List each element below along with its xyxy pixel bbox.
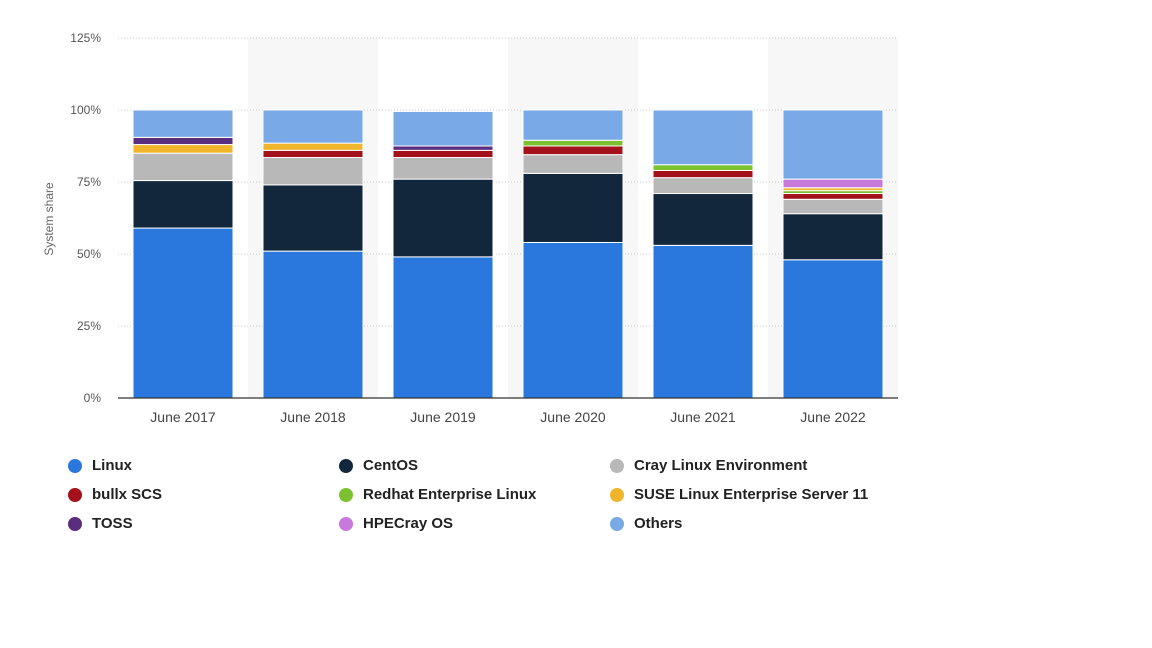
bar-segment: [132, 152, 234, 182]
x-tick-label: June 2022: [800, 409, 866, 425]
legend-item[interactable]: SUSE Linux Enterprise Server 11: [610, 485, 908, 504]
bar-segment: [132, 136, 234, 146]
legend-item[interactable]: Others: [610, 514, 908, 533]
bar-segment: [652, 164, 754, 171]
bar-segment: [392, 145, 494, 151]
bar-segment: [132, 180, 234, 229]
legend-swatch-icon: [610, 516, 624, 531]
bar-segment: [392, 178, 494, 258]
bar-segment: [522, 154, 624, 174]
bar-segment: [652, 244, 754, 399]
bar-segment: [652, 193, 754, 246]
bar-segment: [782, 193, 884, 200]
legend-item[interactable]: Cray Linux Environment: [610, 456, 908, 475]
legend-item[interactable]: Linux: [68, 456, 339, 475]
legend-label: Others: [634, 515, 683, 532]
chart-svg: 0% 25% 50% 75% 100% 125% System share June 2017…: [42, 31, 898, 425]
bar-segment: [262, 184, 364, 252]
bar-segment: [652, 169, 754, 179]
bar-segment: [522, 139, 624, 147]
legend-item[interactable]: CentOS: [339, 456, 610, 475]
bar-segment: [782, 198, 884, 215]
bar-segment: [262, 149, 364, 159]
x-tick-label: June 2020: [540, 409, 606, 425]
bar-segment: [782, 213, 884, 261]
legend-swatch-icon: [339, 487, 353, 502]
y-tick-label: 125%: [70, 31, 101, 45]
legend-item[interactable]: TOSS: [68, 514, 339, 533]
legend-swatch-icon: [68, 458, 82, 473]
y-tick-label: 75%: [77, 175, 101, 189]
bar-segment: [782, 109, 884, 180]
bar-segment: [392, 157, 494, 180]
y-tick-label: 50%: [77, 247, 101, 261]
bar-segment: [262, 250, 364, 399]
bar-segment: [262, 157, 364, 186]
legend-swatch-icon: [339, 516, 353, 531]
bar-segment: [522, 172, 624, 243]
y-tick-label: 100%: [70, 103, 101, 117]
bar-segment: [782, 178, 884, 189]
legend-label: HPECray OS: [363, 515, 454, 532]
legend-item[interactable]: HPECray OS: [339, 514, 610, 533]
bar-segment: [652, 177, 754, 195]
bar-segment: [132, 109, 234, 138]
legend-item[interactable]: Redhat Enterprise Linux: [339, 485, 610, 504]
legend-label: CentOS: [363, 457, 419, 474]
bar-segment: [132, 144, 234, 154]
x-tick-label: June 2021: [670, 409, 736, 425]
legend-swatch-icon: [68, 487, 82, 502]
bar-segment: [782, 259, 884, 399]
bar-segment: [392, 256, 494, 399]
legend-swatch-icon: [68, 516, 82, 531]
bar-segment: [392, 110, 494, 147]
x-tick-label: June 2019: [410, 409, 476, 425]
y-tick-label: 25%: [77, 319, 101, 333]
legend-item[interactable]: bullx SCS: [68, 485, 339, 504]
bar-segment: [522, 109, 624, 141]
bar-segment: [262, 109, 364, 144]
y-tick-label: 0%: [84, 391, 102, 405]
chart: 0% 25% 50% 75% 100% 125% System share June 2017…: [42, 31, 898, 425]
bar-segment: [132, 227, 234, 399]
legend-label: bullx SCS: [92, 486, 163, 503]
legend-label: SUSE Linux Enterprise Server 11: [634, 486, 869, 503]
legend-label: Redhat Enterprise Linux: [363, 486, 537, 503]
bar-segment: [522, 241, 624, 399]
bar-segment: [522, 145, 624, 156]
legend-swatch-icon: [610, 487, 624, 502]
legend-label: Linux: [92, 457, 132, 474]
y-axis-title: System share: [42, 182, 56, 256]
bar-segment: [262, 142, 364, 151]
legend-swatch-icon: [610, 458, 624, 473]
x-tick-label: June 2018: [280, 409, 346, 425]
bar-segment: [392, 149, 494, 159]
legend-label: TOSS: [92, 515, 133, 532]
legend-label: Cray Linux Environment: [634, 457, 808, 474]
bar-segment: [652, 109, 754, 166]
legend-swatch-icon: [339, 458, 353, 473]
legend: Linux CentOS Cray Linux Environment bullx S…: [68, 456, 908, 533]
x-tick-label: June 2017: [150, 409, 216, 425]
